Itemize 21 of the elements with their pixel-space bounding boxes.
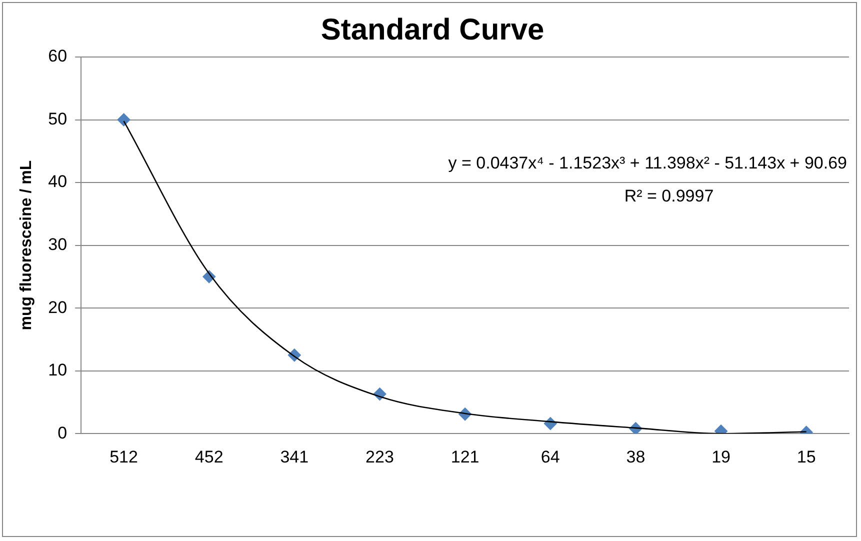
y-tick-label: 10 — [48, 360, 68, 380]
x-tick-label: 223 — [366, 447, 394, 466]
x-tick-label: 15 — [796, 447, 816, 466]
annotation: y = 0.0437x⁴ - 1.1523x³ + 11.398x² - 51.143x + 90.69 — [448, 154, 847, 173]
y-tick-label: 40 — [48, 172, 68, 192]
y-tick-label: 60 — [48, 46, 68, 66]
x-tick-label: 64 — [540, 447, 560, 466]
y-tick-label: 50 — [48, 109, 68, 128]
x-tick-label: 452 — [194, 447, 224, 466]
annotation: R² = 0.9997 — [624, 186, 714, 206]
y-tick-label: 20 — [48, 298, 68, 317]
x-tick-label: 341 — [280, 447, 309, 466]
x-tick-label: 19 — [712, 447, 730, 466]
y-axis-title: mug fluoresceine / mL — [18, 160, 36, 330]
x-tick-label: 121 — [450, 447, 480, 466]
chart-title: Standard Curve — [320, 13, 544, 46]
y-tick-label: 30 — [48, 234, 68, 254]
point — [117, 113, 130, 126]
y-tick-label: 0 — [58, 423, 68, 442]
x-tick-label: 38 — [626, 447, 646, 466]
x-tick-label: 512 — [110, 447, 138, 466]
